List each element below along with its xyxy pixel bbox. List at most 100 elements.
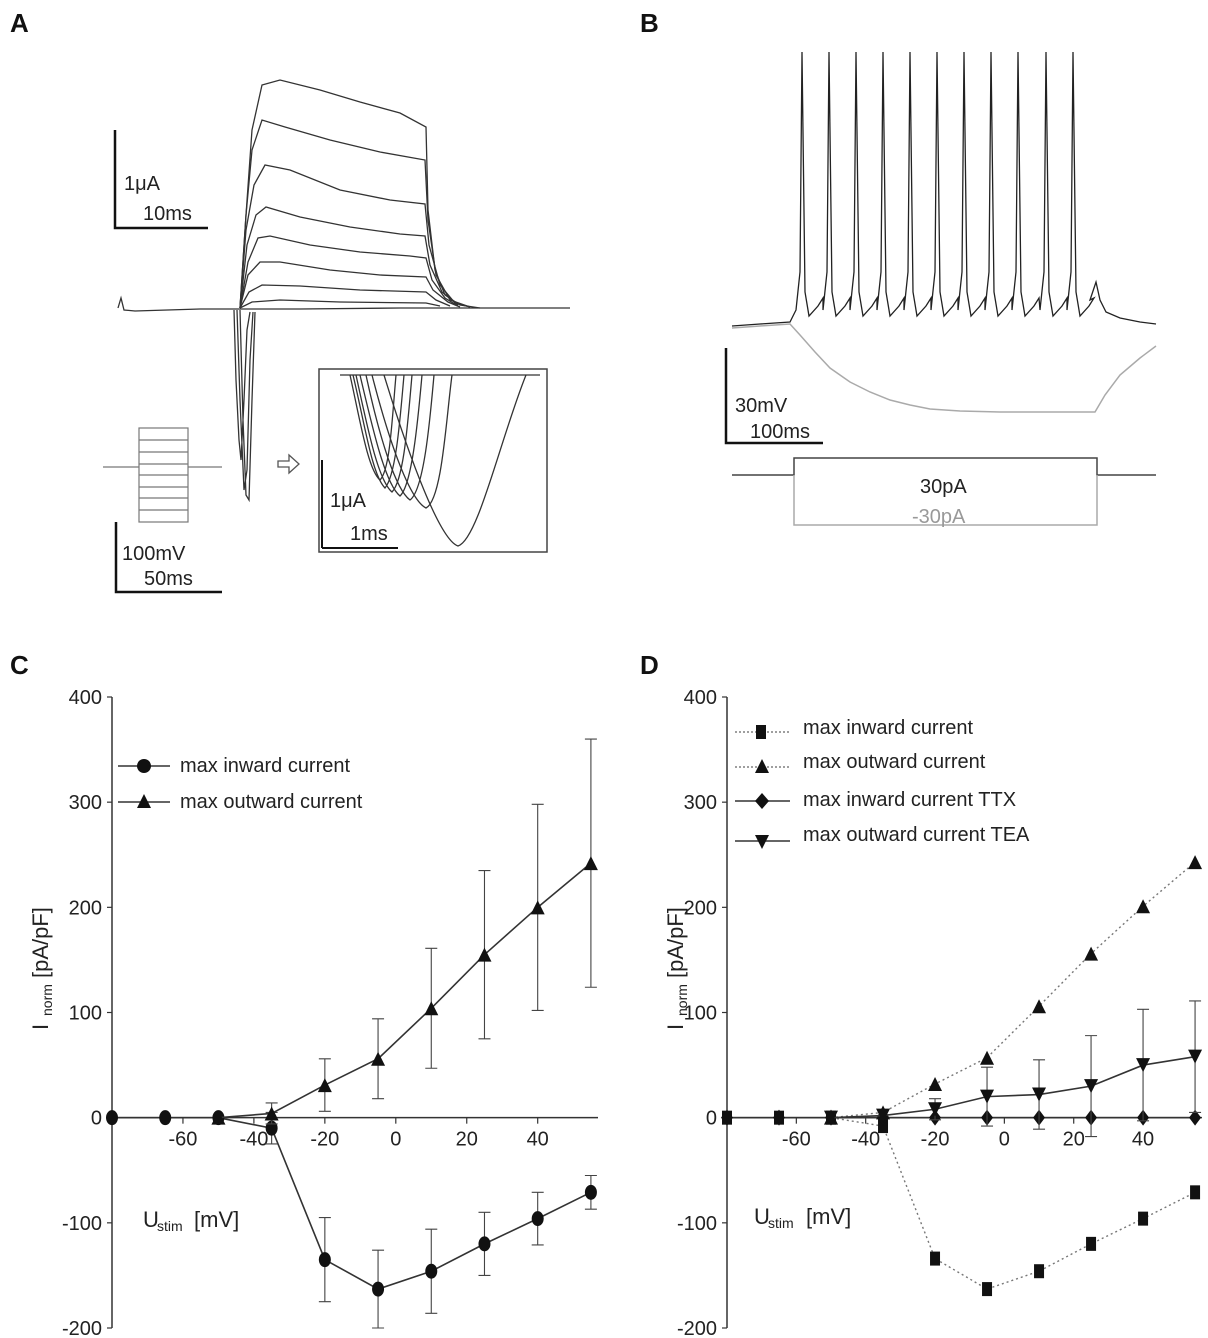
svg-text:[mV]: [mV] <box>194 1207 239 1232</box>
legend-c-0: max inward current <box>180 755 351 777</box>
legend-triangle-marker-d <box>755 759 769 773</box>
protocol-time-label: 50ms <box>144 568 193 590</box>
trace-8 <box>239 299 441 309</box>
data-point <box>878 1119 889 1134</box>
data-point <box>211 1110 226 1125</box>
panel-a-scalebar: 1μA 10ms <box>113 130 208 230</box>
data-point <box>1084 1079 1099 1094</box>
y-tick-label: 0 <box>706 1108 717 1130</box>
trace-2 <box>239 119 471 309</box>
x-tick-label: 0 <box>999 1129 1010 1151</box>
data-point <box>584 1184 597 1200</box>
data-point <box>264 1106 279 1121</box>
trace-3 <box>239 164 471 309</box>
panel-d-series <box>721 855 1203 1297</box>
y-tick-label: 300 <box>684 792 717 814</box>
series-line <box>218 862 592 1119</box>
data-point <box>583 856 598 871</box>
svg-text:I: I <box>28 1024 53 1030</box>
data-point <box>1032 1087 1047 1102</box>
svg-text:[mV]: [mV] <box>806 1204 851 1229</box>
svg-text:stim: stim <box>768 1215 794 1231</box>
panel-c-x-axis-label: U stim [mV] <box>143 1207 239 1234</box>
x-tick-label: 20 <box>1063 1129 1085 1151</box>
panel-d-letter: D <box>640 650 659 680</box>
x-tick-label: -20 <box>310 1129 339 1151</box>
data-point <box>930 1251 941 1266</box>
inward-spikes <box>233 309 256 503</box>
scalebar-time-label: 10ms <box>143 203 192 225</box>
panel-d-y-axis-label: I norm [pA/pF] <box>663 907 690 1030</box>
x-tick-label: 40 <box>527 1129 549 1151</box>
inset-box: 1μA 1ms <box>318 368 548 553</box>
panel-a: A 1μA 10ms <box>10 8 570 594</box>
legend-triangle-down-marker <box>755 835 769 849</box>
svg-text:[pA/pF]: [pA/pF] <box>663 907 688 978</box>
svg-text:U: U <box>143 1207 159 1232</box>
panel-c-legend: max inward current max outward current <box>118 755 363 813</box>
panel-c-letter: C <box>10 650 29 680</box>
data-point <box>876 1108 891 1123</box>
trace-positive-stim <box>731 51 1157 327</box>
legend-circle-marker <box>137 759 151 773</box>
panel-c-y-axis-label: I norm [pA/pF] <box>28 907 55 1030</box>
y-tick-label: -100 <box>677 1213 717 1235</box>
scalebar-current-label: 1μA <box>124 173 161 195</box>
data-point <box>980 1050 995 1065</box>
panel-d-x-axis-label: U stim [mV] <box>754 1204 851 1231</box>
data-point <box>1084 946 1099 961</box>
x-tick-label: -40 <box>851 1129 880 1151</box>
data-point <box>1034 1264 1045 1279</box>
legend-c-1: max outward current <box>180 791 363 813</box>
data-point <box>371 1051 386 1066</box>
arrow-icon <box>277 453 300 475</box>
data-point <box>1032 999 1047 1014</box>
inset-time-label: 1ms <box>350 523 388 545</box>
data-point <box>1086 1236 1097 1251</box>
data-point <box>1136 899 1151 914</box>
y-tick-label: -200 <box>62 1318 102 1338</box>
series-line <box>727 1116 1196 1290</box>
panel-b: B 30mV 100ms 30pA -30pA <box>640 8 1157 528</box>
legend-d-2: max inward current TTX <box>803 789 1016 811</box>
y-tick-label: 300 <box>69 792 102 814</box>
panel-a-current-traces <box>117 79 570 503</box>
trace-negative-stim <box>731 323 1157 413</box>
y-tick-label: 400 <box>684 687 717 709</box>
legend-d-1: max outward current <box>803 751 986 773</box>
data-point <box>1138 1211 1149 1226</box>
protocol-scalebar: 100mV 50ms <box>114 522 222 594</box>
y-tick-label: 200 <box>69 897 102 919</box>
x-tick-label: -60 <box>168 1129 197 1151</box>
voltage-protocol-diagram <box>103 427 222 523</box>
panel-c-series <box>106 738 598 1329</box>
x-tick-label: -60 <box>782 1129 811 1151</box>
data-point <box>530 900 545 915</box>
x-tick-label: -20 <box>921 1129 950 1151</box>
data-point <box>980 1089 995 1104</box>
data-point <box>477 947 492 962</box>
data-point <box>372 1281 385 1297</box>
svg-text:I: I <box>663 1024 688 1030</box>
y-tick-label: 100 <box>684 1003 717 1025</box>
svg-text:stim: stim <box>157 1218 183 1234</box>
series-max-inward-current-ttx <box>721 1109 1202 1126</box>
stim-negative-label: -30pA <box>912 506 966 528</box>
y-tick-label: -200 <box>677 1318 717 1338</box>
svg-text:norm: norm <box>39 984 55 1016</box>
y-tick-label: 200 <box>684 897 717 919</box>
panel-b-letter: B <box>640 8 659 38</box>
data-point <box>773 1109 786 1126</box>
data-point <box>317 1078 332 1093</box>
scalebar-time-label-b: 100ms <box>750 421 810 443</box>
data-point <box>1188 855 1203 870</box>
series-max-outward-current-tea <box>824 1000 1203 1138</box>
scalebar-voltage-label: 30mV <box>735 395 788 417</box>
data-point <box>531 1211 544 1227</box>
series-max-outward-current <box>824 855 1203 1125</box>
legend-triangle-marker <box>137 794 151 808</box>
trace-5 <box>239 235 459 309</box>
svg-text:norm: norm <box>674 984 690 1016</box>
x-tick-label: 20 <box>456 1129 478 1151</box>
